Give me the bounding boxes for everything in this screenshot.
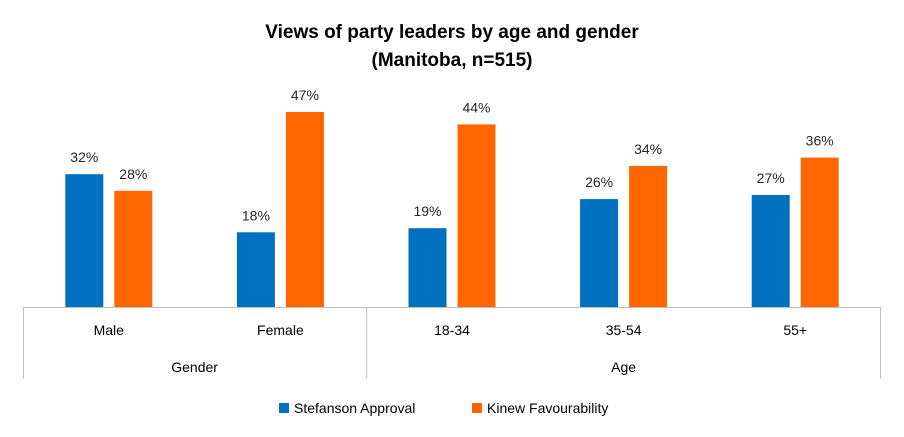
data-label: 28% (119, 166, 147, 182)
legend-swatch (472, 403, 482, 413)
data-label: 36% (806, 133, 834, 149)
category-label: Male (94, 322, 125, 338)
bar-kinew-female (285, 112, 324, 307)
group-label: Age (611, 359, 636, 375)
data-label: 32% (70, 149, 98, 165)
bar-stefanson-male (65, 174, 104, 307)
data-label: 47% (291, 87, 319, 103)
category-label: 35-54 (606, 322, 642, 338)
chart-subtitle: (Manitoba, n=515) (372, 50, 533, 71)
chart-title: Views of party leaders by age and gender (265, 22, 639, 43)
bar-stefanson-female (236, 232, 275, 307)
plot-area: 32% 28% 18% 47% 19% 44% 26% 34% 27% 36% (65, 87, 839, 308)
category-label: Female (257, 322, 304, 338)
data-label: 27% (757, 170, 785, 186)
bar-stefanson-55 (751, 195, 790, 307)
legend-swatch (279, 403, 289, 413)
data-label: 34% (634, 141, 662, 157)
legend: Stefanson Approval Kinew Favourability (279, 400, 608, 416)
legend-label: Stefanson Approval (294, 400, 415, 416)
legend-label: Kinew Favourability (487, 400, 608, 416)
bar-kinew-1834 (457, 124, 496, 308)
bar-kinew-55 (800, 157, 839, 307)
category-label: 18-34 (434, 322, 470, 338)
bar-kinew-male (114, 190, 153, 307)
data-label: 44% (462, 99, 490, 115)
bar-stefanson-1834 (408, 228, 447, 307)
bar-stefanson-3554 (580, 199, 619, 307)
category-axis: Male Female 18-34 35-54 55+ Gender Age (23, 307, 881, 379)
data-label: 19% (413, 203, 441, 219)
bar-kinew-3554 (629, 165, 668, 307)
data-label: 26% (585, 174, 613, 190)
data-label: 18% (242, 207, 270, 223)
group-label: Gender (171, 359, 218, 375)
category-label: 55+ (783, 322, 807, 338)
